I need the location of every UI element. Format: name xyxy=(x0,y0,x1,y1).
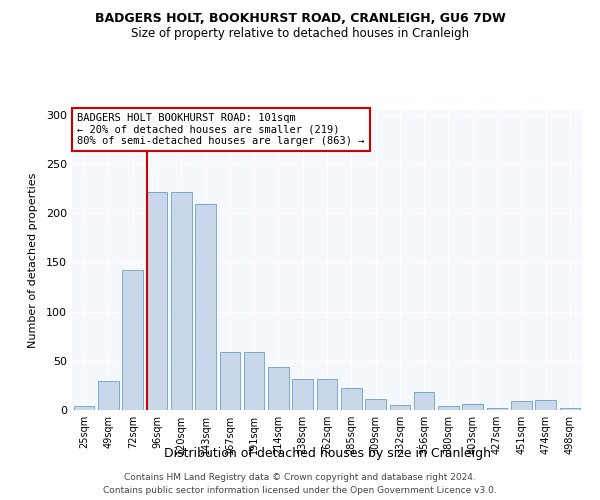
Bar xyxy=(268,366,289,410)
Bar xyxy=(560,408,580,410)
Bar xyxy=(365,399,386,410)
Bar xyxy=(74,406,94,410)
Bar xyxy=(171,192,191,410)
Bar xyxy=(146,192,167,410)
Bar xyxy=(487,408,508,410)
Bar xyxy=(438,406,459,410)
Bar xyxy=(511,401,532,410)
Text: Distribution of detached houses by size in Cranleigh: Distribution of detached houses by size … xyxy=(163,448,491,460)
Bar xyxy=(463,404,483,410)
Bar xyxy=(122,270,143,410)
Bar xyxy=(292,378,313,410)
Bar xyxy=(317,378,337,410)
Text: Contains public sector information licensed under the Open Government Licence v3: Contains public sector information licen… xyxy=(103,486,497,495)
Text: Contains HM Land Registry data © Crown copyright and database right 2024.: Contains HM Land Registry data © Crown c… xyxy=(124,472,476,482)
Bar xyxy=(244,352,265,410)
Text: BADGERS HOLT, BOOKHURST ROAD, CRANLEIGH, GU6 7DW: BADGERS HOLT, BOOKHURST ROAD, CRANLEIGH,… xyxy=(95,12,505,26)
Text: Size of property relative to detached houses in Cranleigh: Size of property relative to detached ho… xyxy=(131,28,469,40)
Text: BADGERS HOLT BOOKHURST ROAD: 101sqm
← 20% of detached houses are smaller (219)
8: BADGERS HOLT BOOKHURST ROAD: 101sqm ← 20… xyxy=(77,113,365,146)
Bar xyxy=(414,392,434,410)
Bar xyxy=(220,352,240,410)
Bar xyxy=(98,382,119,410)
Bar xyxy=(195,204,216,410)
Bar xyxy=(535,400,556,410)
Y-axis label: Number of detached properties: Number of detached properties xyxy=(28,172,38,348)
Bar xyxy=(389,405,410,410)
Bar xyxy=(341,388,362,410)
